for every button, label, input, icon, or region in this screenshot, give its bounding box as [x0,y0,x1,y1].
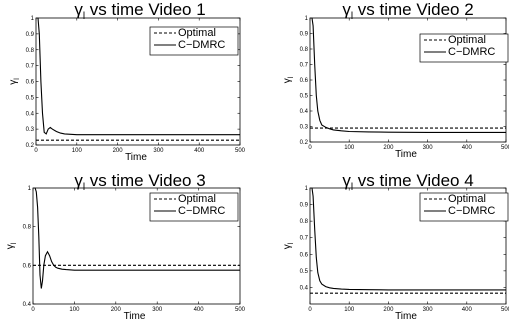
x-tick-label: 300 [153,148,164,154]
legend-label: C−DMRC [178,205,225,217]
legend-label: C−DMRC [448,46,495,58]
y-tick-label: 0.7 [26,64,35,70]
y-tick-label: 0.6 [300,252,309,258]
chart-title: γl vs time Video 1 [74,0,205,22]
y-tick-label: 1 [305,186,309,192]
plot-frame [32,187,241,305]
c-dmrc-line [311,17,506,133]
x-tick-label: 500 [501,307,509,313]
legend-label: C−DMRC [178,39,225,51]
x-tick-label: 400 [194,307,205,313]
legend-label: Optimal [178,193,216,205]
y-axis-label: γl [8,78,21,85]
x-tick-label: 200 [383,145,394,151]
y-tick-label: 0.2 [26,143,35,149]
y-tick-label: 0.3 [300,125,309,131]
y-axis-label: γl [282,242,295,249]
legend-box [419,33,509,63]
y-tick-label: 0.4 [300,285,309,291]
y-tick-label: 0.9 [300,32,309,38]
x-tick-label: 500 [235,148,246,154]
x-tick-label: 100 [344,307,355,313]
y-tick-label: 0.6 [300,78,309,84]
chart-title: γl vs time Video 4 [342,171,473,193]
x-tick-label: 300 [152,307,163,313]
x-axis-label: Time [124,311,146,322]
legend-box [419,192,509,222]
x-tick-label: 400 [462,145,473,151]
chart-panel-3: γl vs time Video 3 0 100 200 300 400 500 0.4 0.6… [5,171,246,322]
legend-label: Optimal [448,34,486,46]
c-dmrc-line [37,17,240,136]
y-axis-label: γl [5,242,18,249]
x-tick-label: 500 [501,145,509,151]
y-tick-label: 0.7 [300,236,309,242]
x-tick-label: 200 [383,307,394,313]
x-tick-label: 0 [308,145,312,151]
x-axis-label: Time [395,149,417,160]
legend-box [149,26,239,56]
y-tick-label: 0.2 [300,140,309,146]
plot-frame [309,187,507,305]
legend-box [149,192,239,222]
y-tick-label: 0.5 [300,269,309,275]
legend-label: C−DMRC [448,205,495,217]
y-tick-label: 0.4 [26,111,35,117]
x-tick-label: 500 [235,307,246,313]
chart-title: γl vs time Video 3 [74,171,205,193]
y-tick-label: 0.4 [23,302,32,308]
y-tick-label: 0.4 [300,109,309,115]
y-tick-label: 0.5 [26,95,35,101]
x-tick-label: 400 [462,307,473,313]
chart-title: γl vs time Video 2 [342,0,473,22]
y-tick-label: 0.7 [300,63,309,69]
x-tick-label: 0 [34,148,38,154]
y-tick-label: 0.6 [23,263,32,269]
y-tick-label: 0.6 [26,80,35,86]
x-tick-label: 400 [194,148,205,154]
y-tick-label: 0.3 [26,127,35,133]
x-tick-label: 300 [423,307,434,313]
x-tick-label: 0 [31,307,35,313]
x-tick-label: 100 [69,307,80,313]
legend-label: Optimal [178,27,216,39]
x-tick-label: 100 [72,148,83,154]
chart-panel-1: γl vs time Video 1 0 100 200 300 400 500 0.2 0.3… [8,0,246,163]
legend-label: Optimal [448,193,486,205]
y-tick-label: 0.9 [300,203,309,209]
y-tick-label: 1 [31,16,35,22]
c-dmrc-line [34,187,240,289]
y-tick-label: 0.8 [23,225,32,231]
y-tick-label: 0.9 [26,32,35,38]
x-tick-label: 300 [423,145,434,151]
y-tick-label: 0.5 [300,94,309,100]
c-dmrc-line [311,187,506,291]
y-tick-label: 0.8 [300,219,309,225]
y-tick-label: 1 [305,16,309,22]
x-tick-label: 100 [344,145,355,151]
x-tick-label: 200 [113,148,124,154]
y-tick-label: 0.8 [300,47,309,53]
chart-panel-4: γl vs time Video 4 0 100 200 300 400 500 0.4 0.5… [282,171,509,322]
chart-panel-2: γl vs time Video 2 0 100 200 300 400 500 0.2 0.3… [282,0,509,160]
y-axis-label: γl [282,76,295,83]
y-tick-label: 1 [28,186,32,192]
y-tick-label: 0.8 [26,48,35,54]
x-axis-label: Time [395,311,417,322]
x-tick-label: 200 [111,307,122,313]
x-tick-label: 0 [308,307,312,313]
x-axis-label: Time [125,152,147,163]
